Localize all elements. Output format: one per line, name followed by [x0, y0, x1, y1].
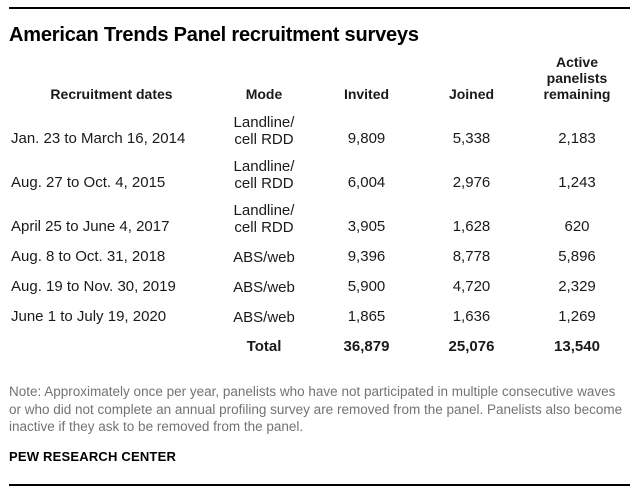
cell-dates: April 25 to June 4, 2017 [11, 218, 170, 235]
recruitment-table: Recruitment dates Mode Invited Joined Ac… [9, 54, 630, 358]
total-invited: 36,879 [343, 338, 390, 355]
cell-joined: 2,976 [452, 174, 491, 191]
cell-invited: 5,900 [347, 278, 386, 295]
cell-invited: 6,004 [347, 174, 386, 191]
cell-joined: 5,338 [452, 130, 491, 147]
cell-remaining: 2,183 [558, 130, 596, 147]
cell-invited: 9,396 [347, 248, 386, 265]
cell-dates: Aug. 8 to Oct. 31, 2018 [11, 248, 166, 265]
table-row-2015: Aug. 27 to Oct. 4, 2015 Landline/ cell R… [9, 150, 630, 194]
total-joined: 25,076 [448, 338, 495, 355]
cell-mode: Landline/ cell RDD [233, 114, 295, 148]
figure-title: American Trends Panel recruitment survey… [9, 24, 419, 46]
table-header-row: Recruitment dates Mode Invited Joined Ac… [9, 54, 630, 106]
cell-remaining: 5,896 [558, 248, 596, 265]
cell-remaining: 620 [564, 218, 590, 235]
table-row-2019: Aug. 19 to Nov. 30, 2019 ABS/web 5,900 4… [9, 268, 630, 298]
cell-remaining: 1,269 [558, 308, 596, 325]
cell-invited: 9,809 [347, 130, 386, 147]
cell-dates: Jan. 23 to March 16, 2014 [11, 130, 186, 147]
cell-joined: 1,628 [452, 218, 491, 235]
source-label: PEW RESEARCH CENTER [9, 448, 177, 464]
total-remaining: 13,540 [554, 338, 600, 355]
column-header-active-panelists-remaining: Active panelists remaining [543, 54, 611, 102]
top-rule [9, 7, 630, 9]
cell-dates: Aug. 27 to Oct. 4, 2015 [11, 174, 166, 191]
cell-mode: ABS/web [233, 309, 295, 326]
bottom-rule [9, 484, 630, 486]
cell-joined: 8,778 [452, 248, 491, 265]
column-header-invited: Invited [343, 86, 390, 102]
cell-remaining: 2,329 [558, 278, 596, 295]
total-label: Total [246, 338, 282, 355]
cell-invited: 3,905 [347, 218, 386, 235]
table-row-2014: Jan. 23 to March 16, 2014 Landline/ cell… [9, 106, 630, 150]
table-total-row: Total 36,879 25,076 13,540 [9, 328, 630, 358]
table-row-2017: April 25 to June 4, 2017 Landline/ cell … [9, 194, 630, 238]
cell-mode: Landline/ cell RDD [233, 158, 295, 192]
cell-mode: ABS/web [233, 279, 295, 296]
cell-mode: ABS/web [233, 249, 295, 266]
cell-dates: June 1 to July 19, 2020 [11, 308, 167, 325]
figure-container: American Trends Panel recruitment survey… [0, 7, 639, 491]
column-header-recruitment-dates: Recruitment dates [50, 86, 173, 102]
column-header-mode: Mode [245, 86, 283, 102]
cell-joined: 4,720 [452, 278, 491, 295]
cell-remaining: 1,243 [558, 174, 596, 191]
figure-note: Note: Approximately once per year, panel… [9, 384, 623, 434]
cell-invited: 1,865 [347, 308, 386, 325]
cell-empty [9, 328, 214, 358]
cell-dates: Aug. 19 to Nov. 30, 2019 [11, 278, 176, 295]
cell-mode: Landline/ cell RDD [233, 202, 295, 236]
table-row-2020: June 1 to July 19, 2020 ABS/web 1,865 1,… [9, 298, 630, 328]
cell-joined: 1,636 [452, 308, 491, 325]
column-header-joined: Joined [448, 86, 495, 102]
table-row-2018: Aug. 8 to Oct. 31, 2018 ABS/web 9,396 8,… [9, 238, 630, 268]
